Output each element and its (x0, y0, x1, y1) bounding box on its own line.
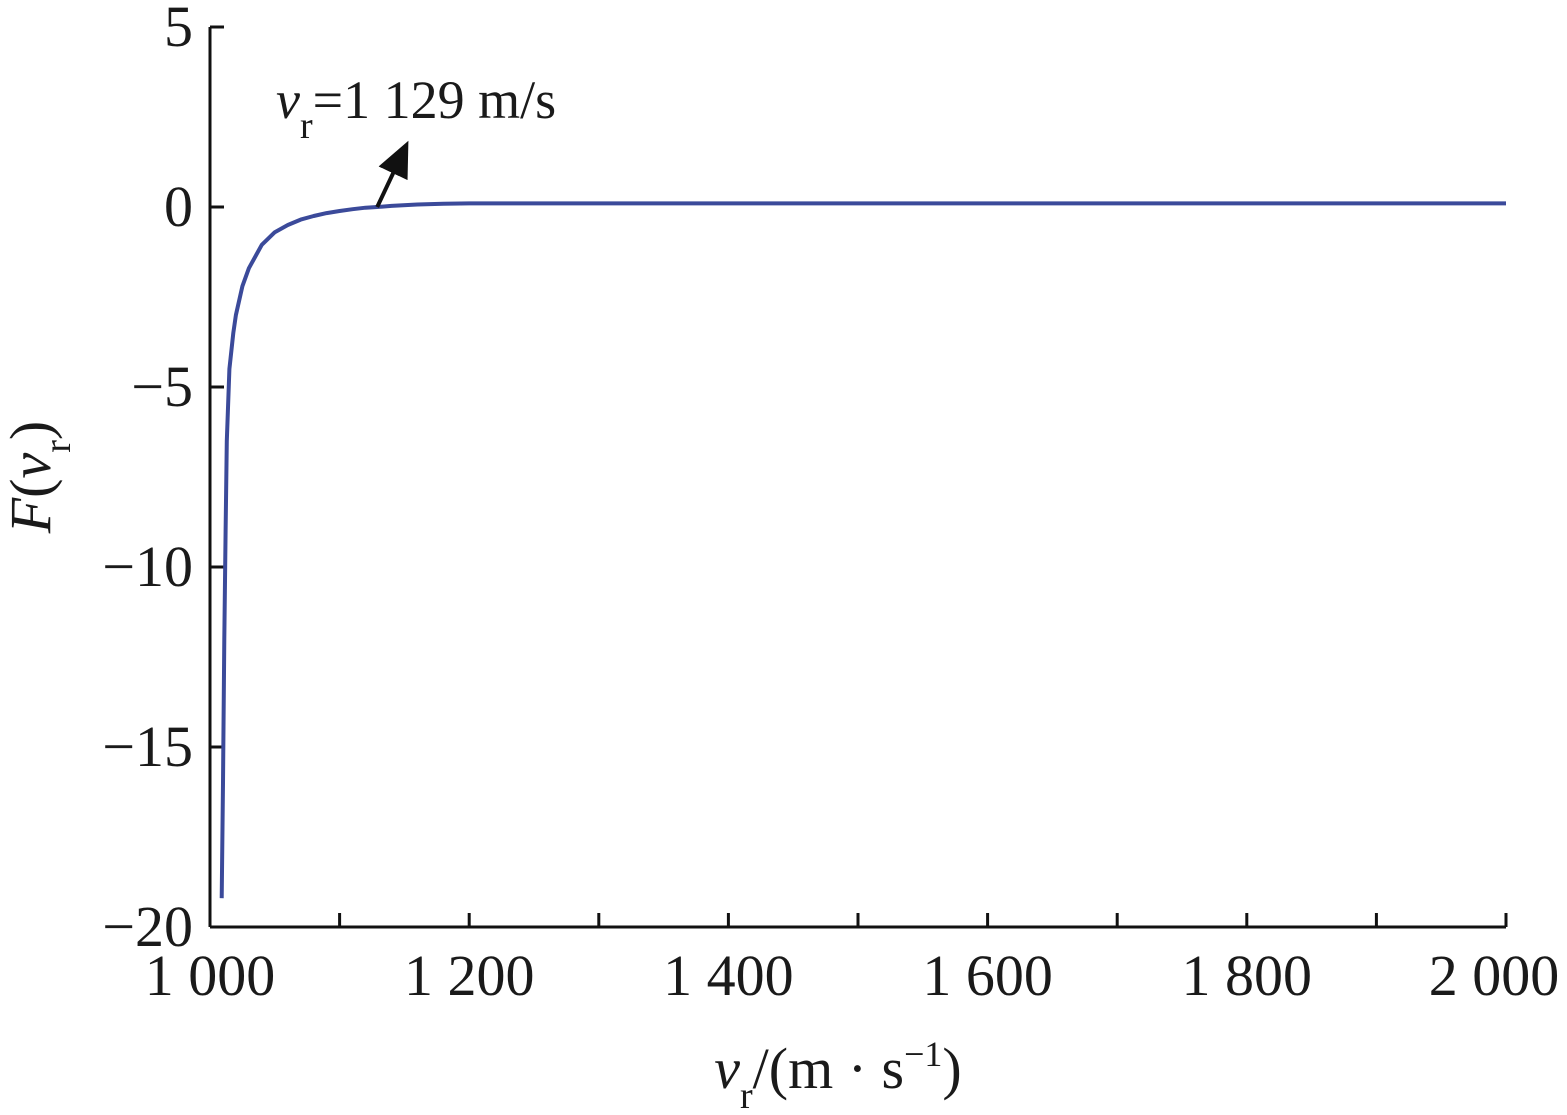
x-axis-title: vr/(m · s−1) (714, 1034, 961, 1115)
series (219, 201, 1506, 899)
y-tick-label: −20 (102, 894, 193, 959)
x-tick-label: 1 800 (1182, 943, 1313, 1008)
x-tick-label: 1 600 (922, 943, 1053, 1008)
annotations: vr=1 129 m/s (276, 70, 556, 208)
y-tick-label: −5 (131, 354, 193, 419)
annotation-label: vr=1 129 m/s (276, 70, 556, 147)
x-tick-label: 1 400 (663, 943, 794, 1008)
y-ticks: 5 0 −5 −10 −15 −20 (102, 0, 224, 959)
axis-titles: vr/(m · s−1) F(vr) (0, 421, 962, 1115)
y-tick-label: −15 (102, 714, 193, 779)
x-tick-label: 2 000 (1429, 943, 1560, 1008)
y-tick-label: 5 (164, 0, 193, 59)
annotation-arrow (375, 140, 409, 208)
y-tick-label: 0 (164, 174, 193, 239)
series-line (219, 201, 1506, 899)
y-axis-title: F(vr) (0, 421, 79, 535)
x-tick-label: 1 200 (404, 943, 535, 1008)
x-tick-label: 1 000 (145, 943, 276, 1008)
y-tick-label: −10 (102, 534, 193, 599)
x-ticks: 1 000 1 200 1 400 1 600 1 800 2 000 (145, 913, 1560, 1008)
axes (208, 27, 1506, 929)
